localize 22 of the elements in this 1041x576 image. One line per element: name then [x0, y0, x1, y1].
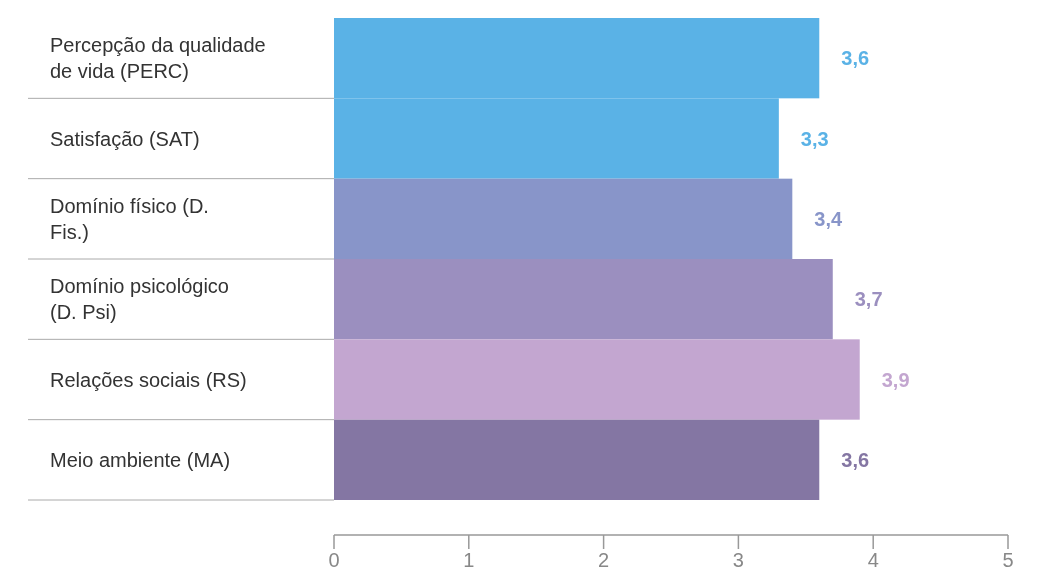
data-label: 3,6: [841, 47, 870, 70]
y-tick-label: Percepção da qualidade de vida (PERC): [50, 34, 266, 83]
data-label: 3,4: [814, 207, 843, 230]
x-tick-label: 2: [598, 549, 610, 571]
x-tick-label: 1: [463, 549, 475, 571]
y-tick-label: Domínio físico (D. Fis.): [50, 194, 209, 243]
bar: [334, 178, 793, 259]
x-tick-label: 5: [1002, 549, 1014, 571]
y-tick-label: Satisfação (SAT): [50, 127, 200, 150]
data-label: 3,3: [800, 127, 829, 150]
data-label: 3,6: [841, 448, 870, 471]
bar: [334, 259, 833, 340]
y-tick-label: Relações sociais (RS): [50, 368, 247, 391]
x-tick-label: 0: [328, 549, 340, 571]
x-tick-label: 3: [732, 549, 744, 571]
y-tick-label: Domínio psicológico (D. Psi): [50, 275, 229, 324]
y-tick-label: Meio ambiente (MA): [50, 448, 231, 471]
data-label: 3,7: [854, 288, 883, 311]
x-tick-label: 4: [867, 549, 879, 571]
bar: [334, 419, 820, 500]
bar: [334, 339, 860, 420]
data-label: 3,9: [881, 368, 910, 391]
